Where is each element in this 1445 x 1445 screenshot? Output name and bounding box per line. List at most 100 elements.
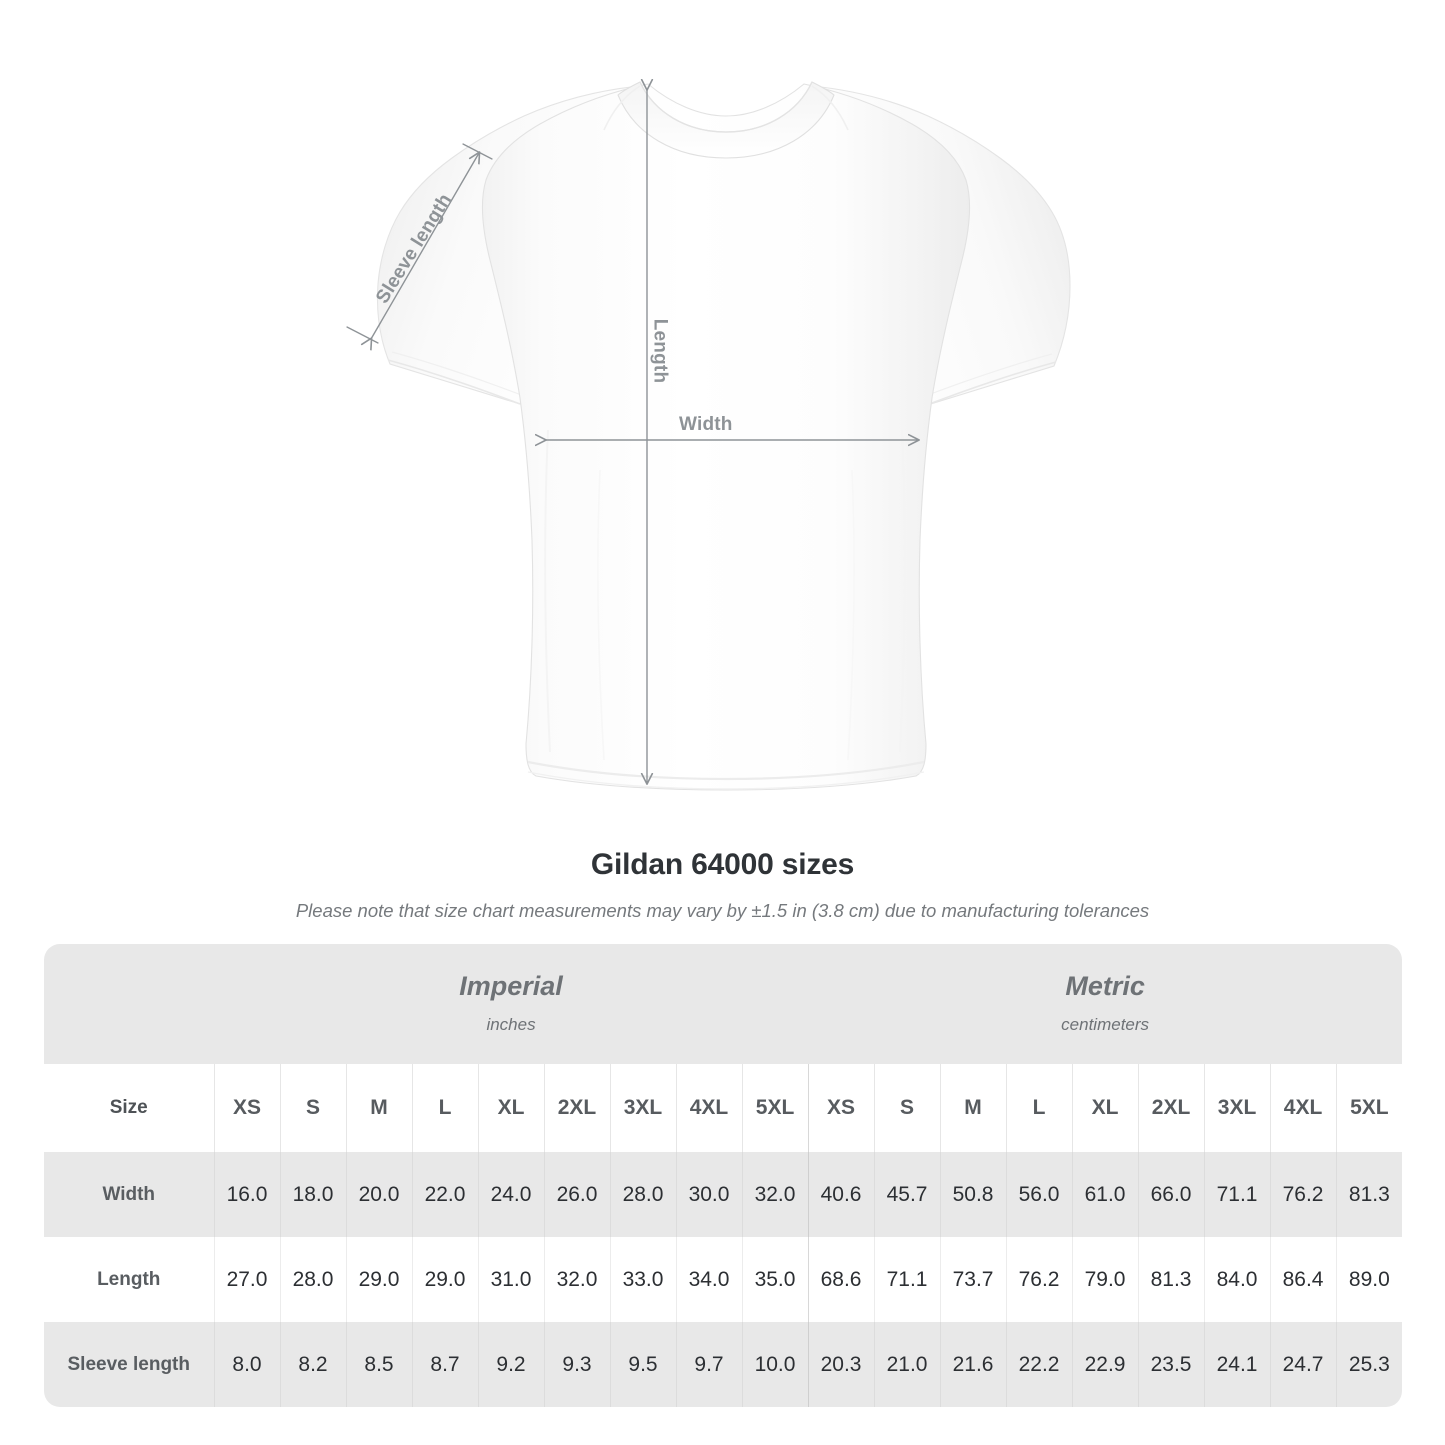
size-header-row: Size XS S M L XL 2XL 3XL 4XL 5XL XS S M …: [44, 1064, 1402, 1152]
cell-length-5xl-in: 35.0: [741, 1237, 809, 1322]
cell-sleeve-xs-cm: 20.3: [807, 1322, 875, 1407]
cell-sleeve-s-in: 8.2: [279, 1322, 346, 1407]
header-size-5xl-metric: 5XL: [1335, 1064, 1402, 1152]
cell-sleeve-m-in: 8.5: [345, 1322, 412, 1407]
cell-sleeve-5xl-in: 10.0: [741, 1322, 809, 1407]
header-size-l-metric: L: [1005, 1064, 1073, 1152]
cell-width-m-in: 20.0: [345, 1152, 412, 1237]
size-table-container: Imperial inches Metric centimeters Size …: [44, 944, 1402, 1407]
cell-length-5xl-cm: 89.0: [1335, 1237, 1402, 1322]
cell-width-3xl-in: 28.0: [609, 1152, 676, 1237]
tshirt-garment: [376, 81, 1071, 791]
cell-length-3xl-cm: 84.0: [1203, 1237, 1271, 1322]
cell-sleeve-xs-in: 8.0: [213, 1322, 280, 1407]
row-label-width: Width: [44, 1152, 214, 1237]
tshirt-illustration: Sleeve length Length Width: [346, 0, 1071, 791]
cell-length-xl-cm: 79.0: [1071, 1237, 1139, 1322]
sleeve-dimension: [346, 143, 493, 343]
width-label: Width: [679, 414, 733, 435]
cell-width-2xl-cm: 66.0: [1137, 1152, 1205, 1237]
cell-length-4xl-in: 34.0: [675, 1237, 742, 1322]
cell-width-xl-cm: 61.0: [1071, 1152, 1139, 1237]
header-size-m-metric: M: [939, 1064, 1007, 1152]
cell-width-m-cm: 50.8: [939, 1152, 1007, 1237]
cell-sleeve-l-cm: 22.2: [1005, 1322, 1073, 1407]
row-label-sleeve-length: Sleeve length: [44, 1322, 214, 1407]
cell-sleeve-2xl-in: 9.3: [543, 1322, 610, 1407]
cell-sleeve-xl-in: 9.2: [477, 1322, 544, 1407]
header-size-3xl-metric: 3XL: [1203, 1064, 1271, 1152]
cell-width-xl-in: 24.0: [477, 1152, 544, 1237]
header-size-xl-metric: XL: [1071, 1064, 1139, 1152]
header-size-3xl-imperial: 3XL: [609, 1064, 676, 1152]
cell-length-s-cm: 71.1: [873, 1237, 941, 1322]
cell-length-3xl-in: 33.0: [609, 1237, 676, 1322]
header-size-xl-imperial: XL: [477, 1064, 544, 1152]
cell-length-xs-in: 27.0: [213, 1237, 280, 1322]
cell-width-2xl-in: 26.0: [543, 1152, 610, 1237]
cell-width-5xl-cm: 81.3: [1335, 1152, 1402, 1237]
unit-group-imperial: Imperial inches: [214, 944, 809, 1064]
unit-sub-imperial: inches: [486, 1015, 536, 1034]
cell-width-4xl-in: 30.0: [675, 1152, 742, 1237]
header-size-4xl-metric: 4XL: [1269, 1064, 1337, 1152]
tolerance-note: Please note that size chart measurements…: [295, 900, 1150, 921]
cell-width-4xl-cm: 76.2: [1269, 1152, 1337, 1237]
cell-sleeve-4xl-cm: 24.7: [1269, 1322, 1337, 1407]
header-size-xs-metric: XS: [807, 1064, 875, 1152]
cell-sleeve-2xl-cm: 23.5: [1137, 1322, 1205, 1407]
cell-width-s-cm: 45.7: [873, 1152, 941, 1237]
cell-sleeve-m-cm: 21.6: [939, 1322, 1007, 1407]
unit-name-imperial: Imperial: [459, 971, 563, 1001]
table-row: Sleeve length 8.0 8.2 8.5 8.7 9.2 9.3 9.…: [44, 1322, 1402, 1407]
unit-group-metric: Metric centimeters: [808, 944, 1402, 1064]
length-label: Length: [649, 318, 671, 384]
row-label-length: Length: [44, 1237, 214, 1322]
dimension-lines: [346, 89, 918, 783]
cell-length-l-in: 29.0: [411, 1237, 478, 1322]
cell-length-xl-in: 31.0: [477, 1237, 544, 1322]
header-size-4xl-imperial: 4XL: [675, 1064, 742, 1152]
page-title: Gildan 64000 sizes: [590, 848, 855, 881]
cell-width-s-in: 18.0: [279, 1152, 346, 1237]
cell-sleeve-l-in: 8.7: [411, 1322, 478, 1407]
cell-width-l-in: 22.0: [411, 1152, 478, 1237]
header-size-l-imperial: L: [411, 1064, 478, 1152]
cell-sleeve-xl-cm: 22.9: [1071, 1322, 1139, 1407]
cell-width-xs-in: 16.0: [213, 1152, 280, 1237]
unit-name-metric: Metric: [1065, 971, 1145, 1001]
cell-length-2xl-in: 32.0: [543, 1237, 610, 1322]
unit-band-row: Imperial inches Metric centimeters: [44, 944, 1402, 1064]
header-size-2xl-imperial: 2XL: [543, 1064, 610, 1152]
header-size-label: Size: [44, 1064, 214, 1152]
unit-band-spacer: [44, 944, 214, 1064]
cell-sleeve-s-cm: 21.0: [873, 1322, 941, 1407]
cell-width-l-cm: 56.0: [1005, 1152, 1073, 1237]
header-size-s-imperial: S: [279, 1064, 346, 1152]
cell-length-xs-cm: 68.6: [807, 1237, 875, 1322]
cell-width-5xl-in: 32.0: [741, 1152, 809, 1237]
table-row: Width 16.0 18.0 20.0 22.0 24.0 26.0 28.0…: [44, 1152, 1402, 1237]
header-size-2xl-metric: 2XL: [1137, 1064, 1205, 1152]
header-size-5xl-imperial: 5XL: [741, 1064, 809, 1152]
cell-length-m-cm: 73.7: [939, 1237, 1007, 1322]
table-row: Length 27.0 28.0 29.0 29.0 31.0 32.0 33.…: [44, 1237, 1402, 1322]
cell-length-m-in: 29.0: [345, 1237, 412, 1322]
size-table: Imperial inches Metric centimeters Size …: [44, 944, 1402, 1407]
cell-length-4xl-cm: 86.4: [1269, 1237, 1337, 1322]
cell-width-xs-cm: 40.6: [807, 1152, 875, 1237]
cell-sleeve-3xl-in: 9.5: [609, 1322, 676, 1407]
cell-length-s-in: 28.0: [279, 1237, 346, 1322]
title-block: Gildan 64000 sizes Please note that size…: [0, 848, 1445, 922]
unit-sub-metric: centimeters: [1061, 1015, 1150, 1034]
header-size-m-imperial: M: [345, 1064, 412, 1152]
cell-length-2xl-cm: 81.3: [1137, 1237, 1205, 1322]
cell-sleeve-4xl-in: 9.7: [675, 1322, 742, 1407]
header-size-xs-imperial: XS: [213, 1064, 280, 1152]
cell-sleeve-5xl-cm: 25.3: [1335, 1322, 1402, 1407]
header-size-s-metric: S: [873, 1064, 941, 1152]
cell-width-3xl-cm: 71.1: [1203, 1152, 1271, 1237]
cell-sleeve-3xl-cm: 24.1: [1203, 1322, 1271, 1407]
cell-length-l-cm: 76.2: [1005, 1237, 1073, 1322]
